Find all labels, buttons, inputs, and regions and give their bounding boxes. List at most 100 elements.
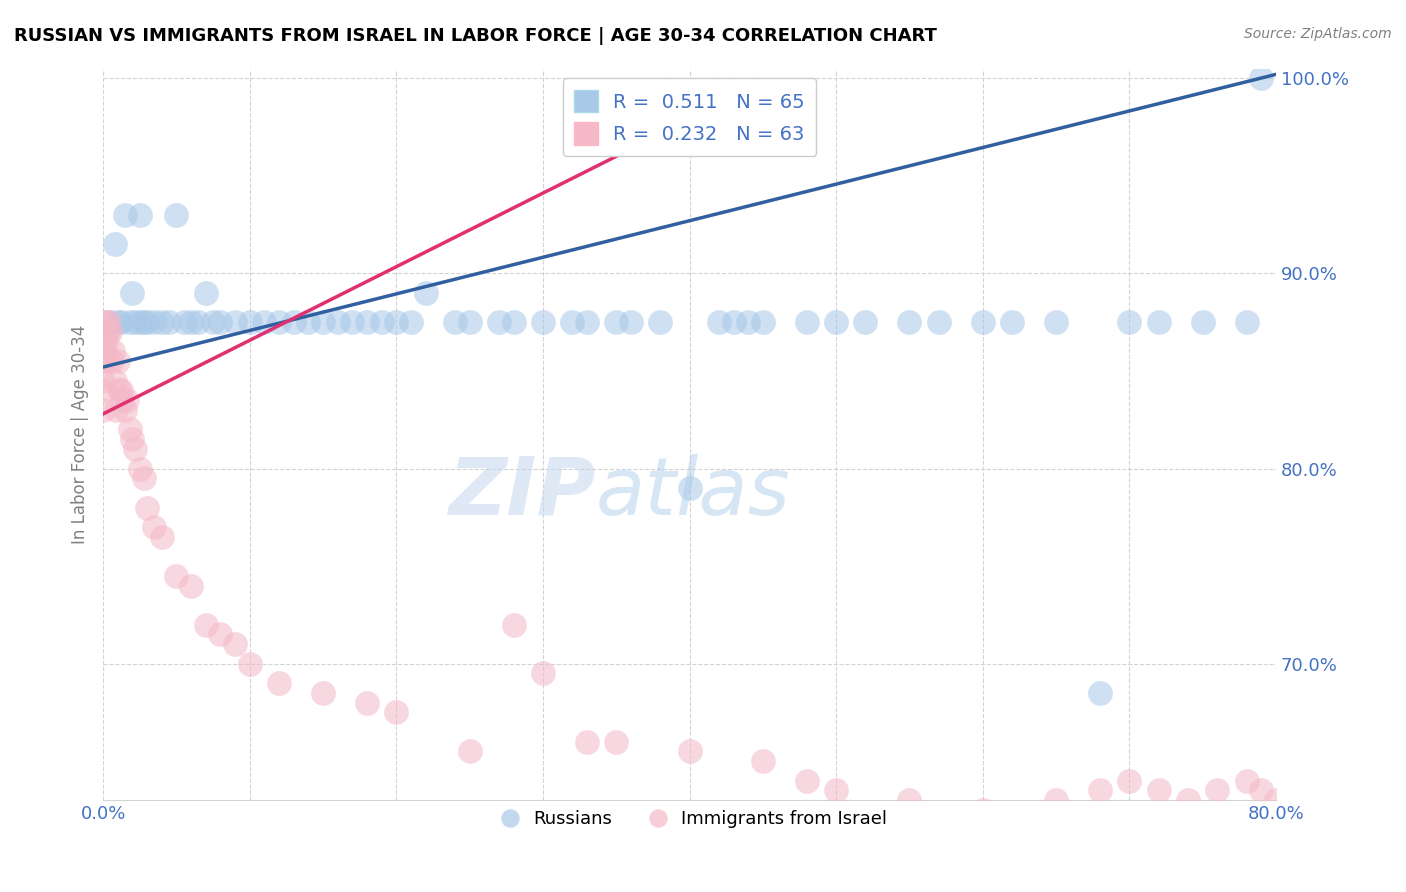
Immigrants from Israel — [93, 344, 115, 359]
Immigrants from Israel — [209, 627, 232, 641]
Immigrants from Israel — [312, 686, 335, 700]
Immigrants from Israel — [94, 325, 117, 339]
Immigrants from Israel — [458, 744, 481, 758]
Russians — [1118, 315, 1140, 329]
Immigrants from Israel — [1250, 783, 1272, 797]
Russians — [972, 315, 994, 329]
Russians — [165, 208, 187, 222]
Russians — [118, 315, 141, 329]
Immigrants from Israel — [1045, 793, 1067, 807]
Russians — [825, 315, 848, 329]
Immigrants from Israel — [605, 734, 627, 748]
Immigrants from Israel — [165, 569, 187, 583]
Russians — [707, 315, 730, 329]
Russians — [326, 315, 349, 329]
Immigrants from Israel — [91, 334, 114, 349]
Russians — [150, 315, 173, 329]
Immigrants from Israel — [101, 354, 124, 368]
Russians — [723, 315, 745, 329]
Y-axis label: In Labor Force | Age 30-34: In Labor Force | Age 30-34 — [72, 325, 89, 544]
Russians — [415, 285, 437, 300]
Immigrants from Israel — [356, 696, 378, 710]
Immigrants from Israel — [114, 403, 136, 417]
Immigrants from Israel — [128, 461, 150, 475]
Immigrants from Israel — [91, 384, 114, 398]
Immigrants from Israel — [180, 578, 202, 592]
Russians — [134, 315, 156, 329]
Immigrants from Israel — [150, 530, 173, 544]
Immigrants from Israel — [121, 432, 143, 446]
Immigrants from Israel — [143, 520, 166, 534]
Russians — [458, 315, 481, 329]
Russians — [1236, 315, 1258, 329]
Immigrants from Israel — [267, 676, 290, 690]
Russians — [110, 315, 132, 329]
Immigrants from Israel — [94, 334, 117, 349]
Immigrants from Israel — [239, 657, 262, 671]
Russians — [128, 208, 150, 222]
Immigrants from Israel — [385, 706, 408, 720]
Russians — [312, 315, 335, 329]
Russians — [187, 315, 209, 329]
Immigrants from Israel — [98, 315, 121, 329]
Russians — [253, 315, 276, 329]
Legend: Russians, Immigrants from Israel: Russians, Immigrants from Israel — [485, 803, 894, 835]
Immigrants from Israel — [91, 403, 114, 417]
Immigrants from Israel — [96, 354, 118, 368]
Immigrants from Israel — [502, 617, 524, 632]
Immigrants from Israel — [1236, 773, 1258, 788]
Russians — [136, 315, 159, 329]
Russians — [796, 315, 818, 329]
Immigrants from Israel — [115, 393, 138, 408]
Immigrants from Israel — [898, 793, 921, 807]
Immigrants from Israel — [136, 500, 159, 515]
Russians — [121, 285, 143, 300]
Russians — [157, 315, 180, 329]
Immigrants from Israel — [825, 783, 848, 797]
Russians — [180, 315, 202, 329]
Russians — [370, 315, 392, 329]
Russians — [224, 315, 246, 329]
Immigrants from Israel — [531, 666, 554, 681]
Immigrants from Israel — [96, 325, 118, 339]
Immigrants from Israel — [100, 325, 122, 339]
Russians — [124, 315, 146, 329]
Russians — [239, 315, 262, 329]
Immigrants from Israel — [104, 374, 127, 388]
Russians — [209, 315, 232, 329]
Immigrants from Israel — [194, 617, 217, 632]
Russians — [104, 237, 127, 252]
Immigrants from Israel — [110, 384, 132, 398]
Russians — [399, 315, 422, 329]
Immigrants from Israel — [134, 471, 156, 485]
Immigrants from Israel — [1206, 783, 1229, 797]
Russians — [605, 315, 627, 329]
Russians — [100, 315, 122, 329]
Immigrants from Israel — [1177, 793, 1199, 807]
Russians — [1147, 315, 1170, 329]
Immigrants from Israel — [1088, 783, 1111, 797]
Immigrants from Israel — [1147, 783, 1170, 797]
Russians — [444, 315, 467, 329]
Russians — [928, 315, 950, 329]
Russians — [650, 315, 672, 329]
Russians — [114, 208, 136, 222]
Russians — [620, 315, 643, 329]
Russians — [297, 315, 319, 329]
Immigrants from Israel — [224, 637, 246, 651]
Immigrants from Israel — [972, 803, 994, 817]
Text: Source: ZipAtlas.com: Source: ZipAtlas.com — [1244, 27, 1392, 41]
Immigrants from Israel — [91, 325, 114, 339]
Russians — [194, 285, 217, 300]
Russians — [107, 315, 129, 329]
Russians — [385, 315, 408, 329]
Text: RUSSIAN VS IMMIGRANTS FROM ISRAEL IN LABOR FORCE | AGE 30-34 CORRELATION CHART: RUSSIAN VS IMMIGRANTS FROM ISRAEL IN LAB… — [14, 27, 936, 45]
Immigrants from Israel — [118, 422, 141, 436]
Immigrants from Israel — [111, 393, 134, 408]
Immigrants from Israel — [124, 442, 146, 456]
Russians — [356, 315, 378, 329]
Immigrants from Israel — [575, 734, 598, 748]
Russians — [488, 315, 510, 329]
Immigrants from Israel — [103, 344, 125, 359]
Russians — [678, 481, 700, 495]
